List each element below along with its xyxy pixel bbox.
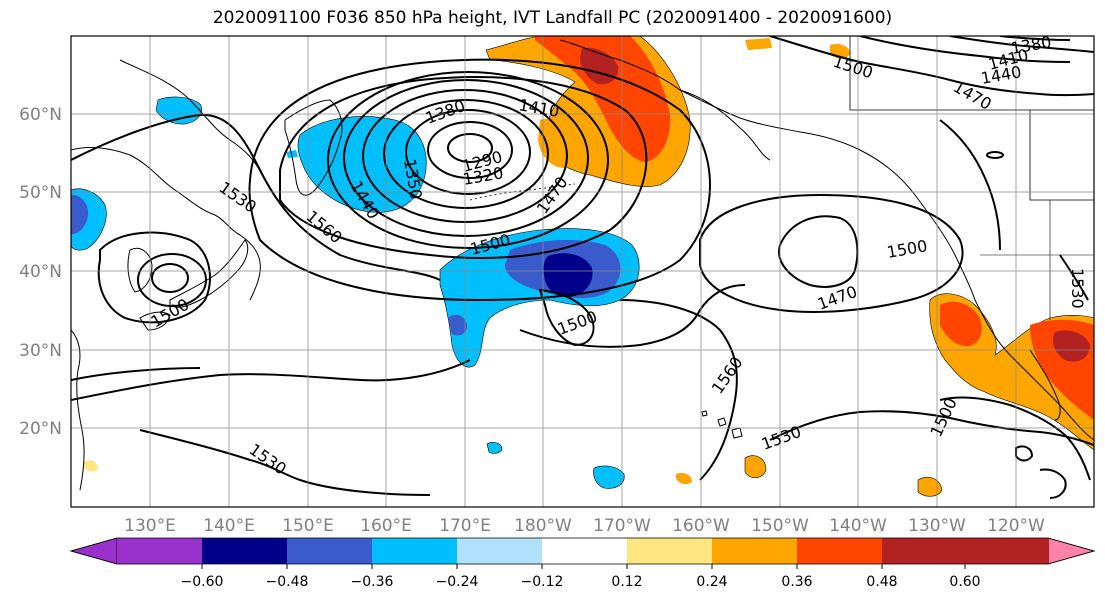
contour-label: 1380 (1009, 32, 1052, 58)
colorbar-segment (117, 538, 203, 564)
figure-title: 2020091100 F036 850 hPa height, IVT Land… (212, 8, 893, 28)
gridlines (71, 36, 1094, 507)
lat-label-20n: 20°N (19, 419, 62, 439)
height-contours (71, 36, 1094, 499)
lon-label: 140°W (829, 516, 887, 536)
colorbar-segment (797, 538, 883, 564)
lon-label: 130°W (908, 516, 966, 536)
coastlines (71, 36, 1094, 491)
colorbar-tick-label: 0.24 (696, 574, 727, 590)
lat-label-50n: 50°N (19, 183, 62, 203)
colorbar-segment (372, 538, 458, 564)
colorbar: −0.60 −0.48 −0.36 −0.24 −0.12 0.12 0.24 … (69, 537, 1096, 590)
colorbar-segment (457, 538, 543, 564)
colorbar-segment (965, 538, 1049, 564)
lon-label: 120°W (987, 516, 1045, 536)
colorbar-tick-label: −0.48 (266, 574, 309, 590)
colorbar-segment (202, 538, 288, 564)
lat-label-40n: 40°N (19, 262, 62, 282)
colorbar-segment (627, 538, 713, 564)
colorbar-segment (542, 538, 628, 564)
lon-label: 150°W (751, 516, 809, 536)
lon-label: 130°E (124, 516, 176, 536)
lon-label: 170°W (593, 516, 651, 536)
colorbar-segment (287, 538, 373, 564)
colorbar-ticks (201, 564, 966, 569)
colorbar-tick-label: 0.12 (611, 574, 642, 590)
colorbar-tick-label: −0.12 (521, 574, 564, 590)
lon-label: 180°W (514, 516, 572, 536)
lon-label: 140°E (203, 516, 255, 536)
lat-label-60n: 60°N (19, 105, 62, 125)
colorbar-tick-label: −0.60 (181, 574, 224, 590)
colorbar-tick-label: −0.24 (436, 574, 479, 590)
colorbar-tick-label: −0.36 (351, 574, 394, 590)
lat-label-30n: 30°N (19, 341, 62, 361)
colorbar-tick-label: 0.36 (781, 574, 812, 590)
latitude-labels: 60°N 50°N 40°N 30°N 20°N (19, 105, 62, 439)
colorbar-extend-low (69, 537, 118, 565)
contour-label: 1530 (1068, 268, 1087, 309)
lon-label: 170°E (439, 516, 491, 536)
colorbar-segment (882, 538, 966, 564)
longitude-labels: 130°E 140°E 150°E 160°E 170°E 180°W 170°… (124, 516, 1045, 536)
colorbar-segment (712, 538, 798, 564)
lon-label: 160°E (360, 516, 412, 536)
colorbar-tick-label: 0.60 (949, 574, 980, 590)
lon-label: 150°E (282, 516, 334, 536)
ivt-negative-shading (71, 96, 640, 489)
colorbar-extend-high (1047, 537, 1096, 565)
lon-label: 160°W (672, 516, 730, 536)
map-frame (70, 35, 1095, 508)
colorbar-tick-label: 0.48 (866, 574, 897, 590)
